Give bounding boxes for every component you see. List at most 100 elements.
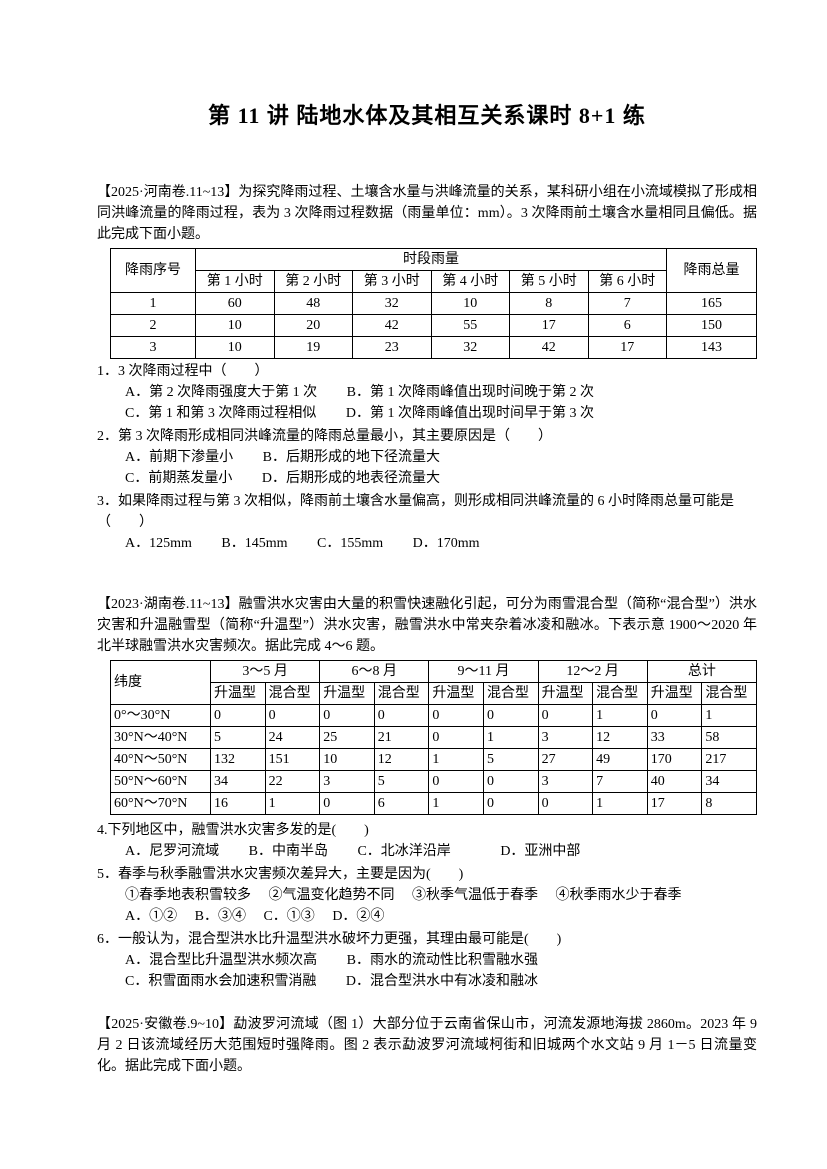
section-anhui: 【2025·安徽卷.9~10】勐波罗河流域（图 1）大部分位于云南省保山市，河流…: [97, 1014, 757, 1077]
table-cell: 0: [482, 792, 539, 815]
table-cell: 21: [373, 726, 430, 749]
option-c: C．155mm: [317, 536, 384, 551]
table-cell: 25: [319, 726, 375, 749]
table-row: 30°N～40°N 5 24 25 21 0 1 3 12 33 58: [110, 726, 757, 749]
table-subheader-row: 升温型 混合型 升温型 混合型 升温型 混合型 升温型 混合型 升温型 混合型: [111, 682, 757, 705]
statement-4: ④秋季雨水少于春季: [555, 888, 682, 903]
table-cell: 10: [195, 336, 275, 359]
table-cell: 34: [701, 770, 757, 793]
table-cell: 7: [592, 770, 648, 793]
question-3-options-row: A．125mm B．145mm C．155mm D．170mm: [97, 533, 757, 554]
table-cell: 60°N～70°N: [110, 792, 211, 815]
table-row: 1 60 48 32 10 8 7 165: [110, 292, 757, 315]
snowmelt-flood-table: 纬度 3～5 月 6～8 月 9～11 月 12～2 月 总计 升温型 混合型 …: [110, 660, 758, 815]
question-4-stem: 4.下列地区中，融雪洪水灾害多发的是( ): [97, 823, 369, 838]
type-header: 混合型: [482, 682, 539, 705]
table-cell: 32: [430, 336, 510, 359]
table-cell: 58: [701, 726, 757, 749]
table-cell: 40: [646, 770, 703, 793]
rainfall-total-header: 降雨总量: [666, 248, 757, 293]
table-cell: 50°N～60°N: [110, 770, 211, 793]
table-cell: 0: [428, 704, 484, 727]
henan-intro: 【2025·河南卷.11~13】为探究降雨过程、土壤含水量与洪峰流量的关系，某科…: [97, 185, 757, 242]
question-5-stem: 5．春季与秋季融雪洪水灾害频次差异大，主要是因为( ): [97, 867, 464, 882]
type-header: 混合型: [373, 682, 430, 705]
table-cell: 6: [373, 792, 430, 815]
table-cell: 132: [210, 748, 266, 771]
option-d: D．后期形成的地表径流量大: [261, 471, 440, 486]
month-header: 12～2 月: [537, 660, 648, 683]
table-cell: 42: [509, 336, 589, 359]
table-cell: 5: [482, 748, 539, 771]
rainfall-group-header: 时段雨量: [195, 248, 667, 271]
type-header: 升温型: [537, 682, 594, 705]
hour-header: 第 3 小时: [352, 270, 432, 293]
table-header-row: 纬度 3～5 月 6～8 月 9～11 月 12～2 月 总计: [110, 660, 758, 705]
table-cell: 3: [110, 336, 196, 359]
table-cell: 1: [701, 704, 757, 727]
table-cell: 19: [273, 336, 353, 359]
table-cell: 7: [587, 292, 667, 315]
table-cell: 17: [509, 314, 589, 337]
hour-header: 第 6 小时: [587, 270, 667, 293]
question-2-stem: 2．第 3 次降雨形成相同洪峰流量的降雨总量最小，其主要原因是（ ）: [97, 429, 552, 444]
question-2: 2．第 3 次降雨形成相同洪峰流量的降雨总量最小，其主要原因是（ ） A．前期下…: [97, 426, 757, 489]
option-a: A．第 2 次降雨强度大于第 1 次: [125, 385, 318, 400]
statement-3: ③秋季气温低于春季: [412, 888, 538, 903]
table-cell: 33: [646, 726, 703, 749]
option-a: A．125mm: [125, 536, 192, 551]
table-cell: 16: [210, 792, 266, 815]
option-c: C．第 1 和第 3 次降雨过程相似: [125, 406, 317, 421]
table-cell: 0: [428, 726, 484, 749]
section-hunan: 【2023·湖南卷.11~13】融雪洪水灾害由大量的积雪快速融化引起，可分为雨雪…: [97, 594, 758, 992]
option-a: A．①②: [125, 909, 178, 924]
table-cell: 1: [482, 726, 539, 749]
rainfall-corner-header: 降雨序号: [110, 248, 196, 293]
table-cell: 22: [264, 770, 321, 793]
table-cell: 34: [210, 770, 266, 793]
table-cell: 3: [537, 770, 594, 793]
option-c: C．北冰洋沿岸: [357, 844, 451, 859]
table-cell: 24: [264, 726, 321, 749]
option-c: C．前期蒸发量小: [125, 471, 233, 486]
option-b: B．后期形成的地下径流量大: [262, 450, 440, 465]
table-cell: 8: [509, 292, 589, 315]
question-6-stem: 6．一般认为，混合型洪水比升温型洪水破坏力更强，其理由最可能是( ): [97, 932, 562, 947]
question-1-options-row-1: A．第 2 次降雨强度大于第 1 次 B．第 1 次降雨峰值出现时间晚于第 2 …: [97, 382, 757, 403]
table-cell: 3: [319, 770, 375, 793]
table-cell: 0°～30°N: [110, 704, 211, 727]
table-cell: 217: [701, 748, 757, 771]
option-a: A．混合型比升温型洪水频次高: [125, 953, 318, 968]
section-henan: 【2025·河南卷.11~13】为探究降雨过程、土壤含水量与洪峰流量的关系，某科…: [97, 182, 757, 554]
table-cell: 32: [352, 292, 432, 315]
hour-header: 第 1 小时: [195, 270, 275, 293]
table-cell: 0: [264, 704, 321, 727]
anhui-intro: 【2025·安徽卷.9~10】勐波罗河流域（图 1）大部分位于云南省保山市，河流…: [97, 1017, 757, 1074]
table-cell: 0: [210, 704, 266, 727]
option-b: B．雨水的流动性比积雪融水强: [346, 953, 538, 968]
table-cell: 27: [537, 748, 594, 771]
hour-header: 第 2 小时: [273, 270, 353, 293]
option-c: C．①③: [263, 909, 315, 924]
table-cell: 2: [110, 314, 196, 337]
type-header: 混合型: [592, 682, 648, 705]
option-b: B．145mm: [221, 536, 288, 551]
hour-header: 第 5 小时: [509, 270, 589, 293]
hour-header: 第 4 小时: [430, 270, 510, 293]
table-cell: 0: [482, 770, 539, 793]
table-cell: 17: [587, 336, 667, 359]
type-header: 升温型: [428, 682, 484, 705]
table-cell: 60: [195, 292, 275, 315]
latitude-corner-header: 纬度: [110, 660, 211, 705]
table-cell: 0: [319, 704, 375, 727]
option-b: B．中南半岛: [248, 844, 328, 859]
table-cell: 150: [666, 314, 757, 337]
month-header: 3～5 月: [209, 660, 321, 683]
question-2-options-row-2: C．前期蒸发量小 D．后期形成的地表径流量大: [97, 468, 757, 489]
option-d: D．混合型洪水中有冰凌和融冰: [345, 974, 538, 989]
statement-1: ①春季地表积雪较多: [125, 888, 251, 903]
table-cell: 12: [592, 726, 648, 749]
option-b: B．第 1 次降雨峰值出现时间晚于第 2 次: [346, 385, 594, 400]
table-cell: 10: [430, 292, 510, 315]
